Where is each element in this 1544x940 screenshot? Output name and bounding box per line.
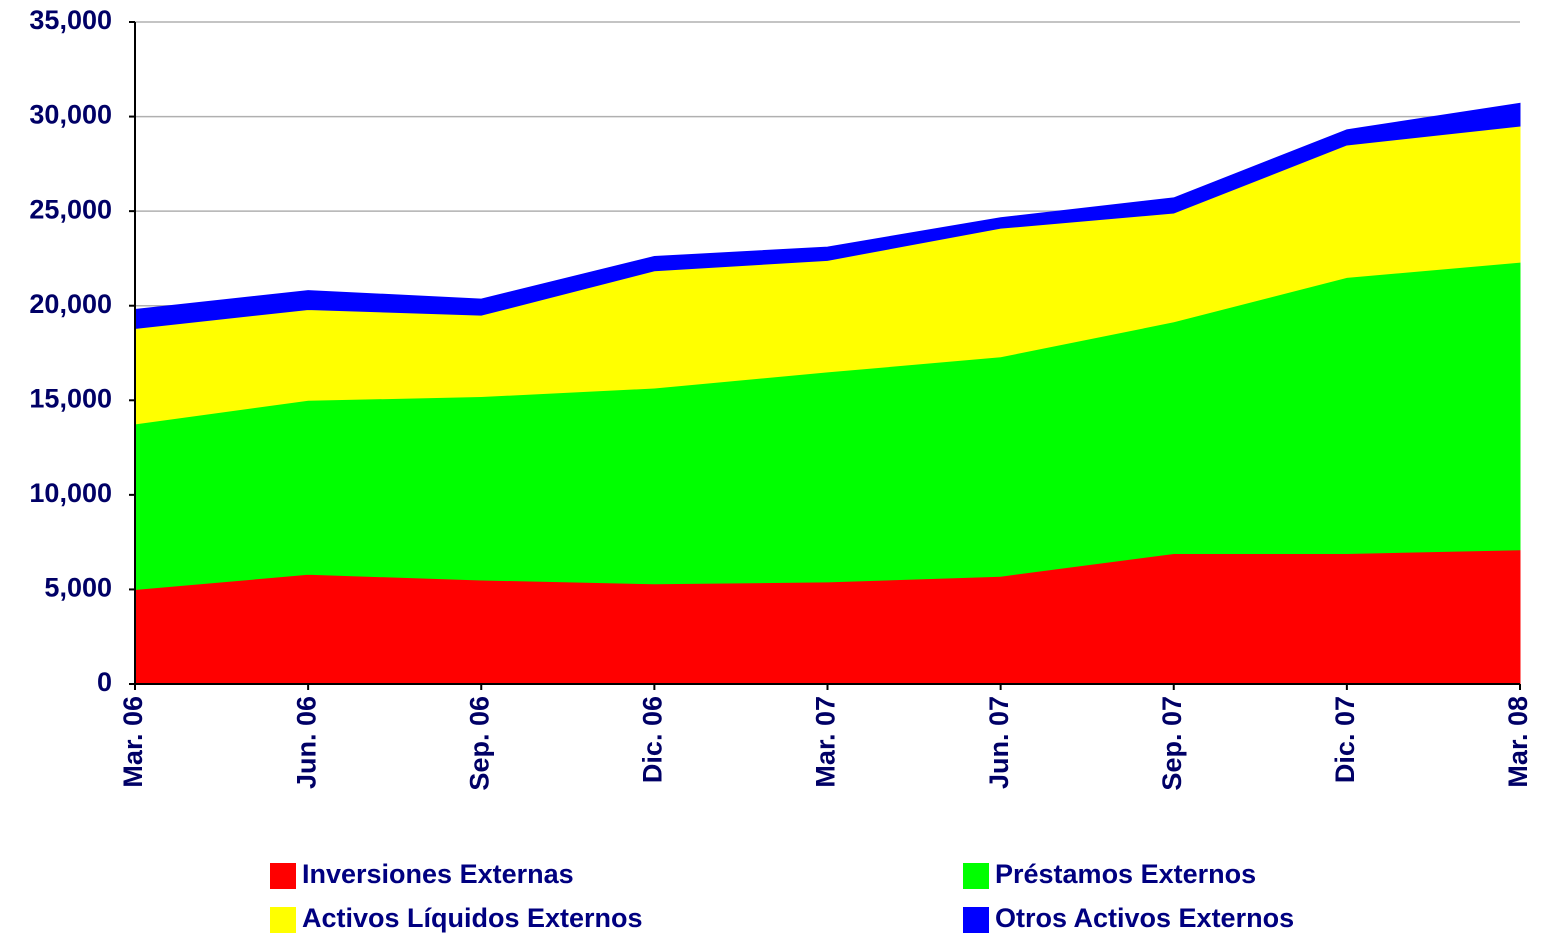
legend-swatch (963, 907, 989, 933)
legend-label: Otros Activos Externos (995, 903, 1294, 933)
y-tick-label: 5,000 (44, 573, 112, 603)
legend-swatch (270, 907, 296, 933)
legend-label: Préstamos Externos (995, 859, 1256, 889)
legend-swatch (270, 863, 296, 889)
y-tick-label: 0 (97, 667, 112, 697)
legend-label: Activos Líquidos Externos (302, 903, 643, 933)
legend-label: Inversiones Externas (302, 859, 574, 889)
x-tick-label: Jun. 07 (984, 696, 1014, 789)
y-tick-label: 10,000 (29, 478, 112, 508)
y-tick-label: 20,000 (29, 289, 112, 319)
x-tick-label: Sep. 07 (1157, 696, 1187, 791)
x-tick-label: Dic. 06 (638, 696, 668, 783)
y-tick-label: 25,000 (29, 194, 112, 224)
y-tick-label: 15,000 (29, 383, 112, 413)
x-tick-label: Mar. 06 (118, 696, 148, 788)
x-tick-label: Sep. 06 (464, 696, 494, 791)
y-tick-label: 35,000 (29, 5, 112, 35)
y-tick-label: 30,000 (29, 100, 112, 130)
x-tick-label: Mar. 08 (1503, 696, 1533, 788)
x-tick-label: Dic. 07 (1330, 696, 1360, 783)
x-tick-label: Mar. 07 (811, 696, 841, 788)
area (134, 102, 1521, 329)
x-tick-label: Jun. 06 (291, 696, 321, 789)
legend-swatch (963, 863, 989, 889)
